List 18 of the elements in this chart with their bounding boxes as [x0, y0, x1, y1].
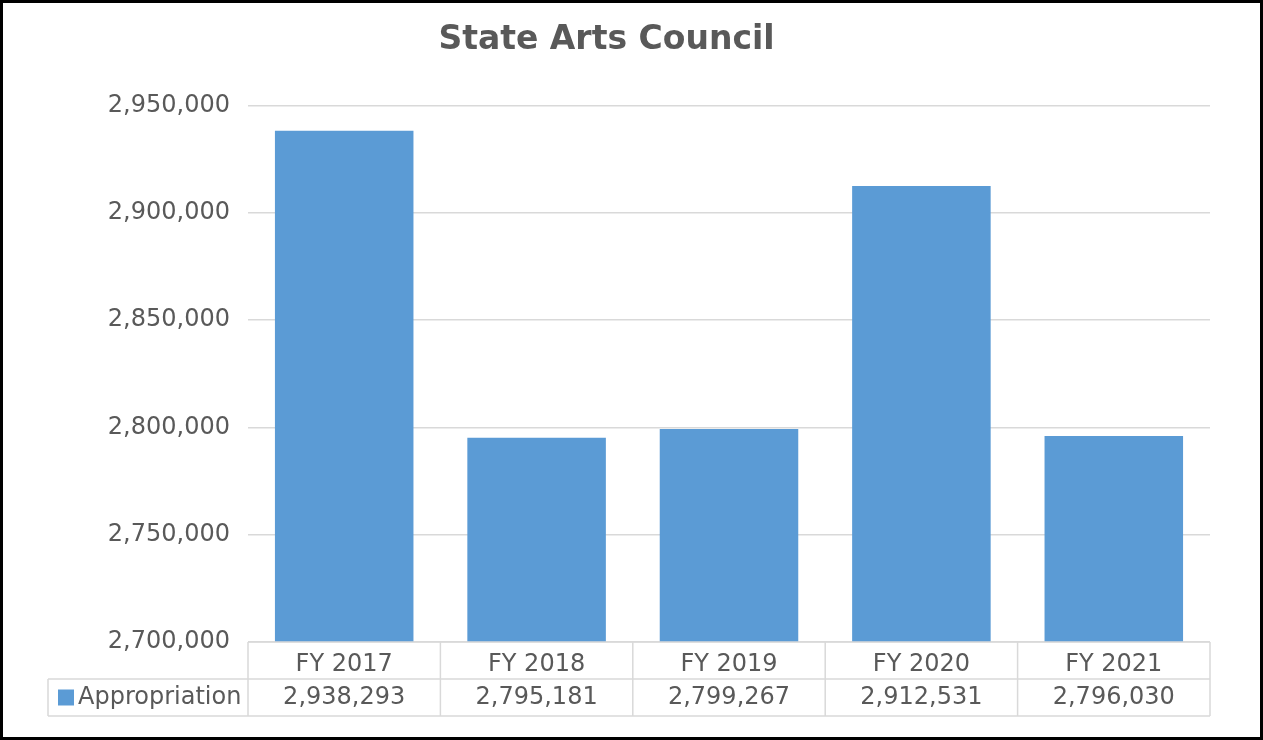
data-label: 2,796,030: [1052, 681, 1175, 710]
data-label: 2,912,531: [860, 681, 983, 710]
x-tick-label: FY 2020: [872, 648, 970, 677]
y-tick-label: 2,800,000: [107, 411, 230, 440]
x-tick-label: FY 2021: [1065, 648, 1163, 677]
x-tick-label: FY 2017: [295, 648, 393, 677]
x-tick-label: FY 2018: [488, 648, 586, 677]
x-tick-label: FY 2019: [680, 648, 778, 677]
data-label: 2,799,267: [667, 681, 791, 710]
chart-title: State Arts Council: [438, 18, 775, 58]
data-label: 2,795,181: [475, 681, 598, 710]
y-tick-label: 2,900,000: [107, 197, 230, 226]
y-tick-label: 2,700,000: [107, 626, 230, 655]
y-tick-label: 2,950,000: [107, 89, 230, 118]
y-tick-label: 2,750,000: [107, 518, 230, 547]
data-label: 2,938,293: [283, 681, 406, 710]
y-tick-label: 2,850,000: [107, 304, 230, 333]
legend-label: Appropriation: [78, 681, 242, 710]
